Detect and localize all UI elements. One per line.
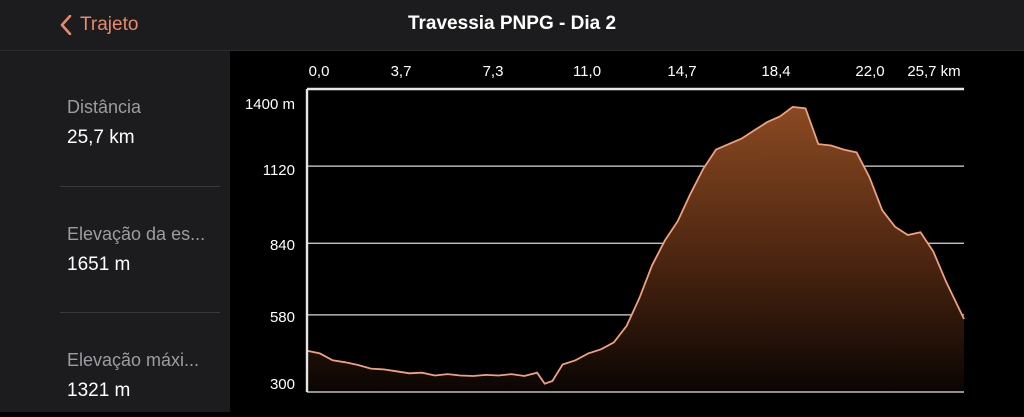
x-tick-label: 11,0 — [573, 63, 601, 80]
x-tick-label: 25,7 km — [907, 63, 960, 80]
stat-distance: Distância 25,7 km — [67, 97, 227, 149]
chevron-left-icon — [60, 15, 72, 35]
page-title: Travessia PNPG - Dia 2 — [407, 13, 617, 34]
divider — [60, 186, 220, 187]
stat-value: 25,7 km — [67, 127, 135, 148]
stat-label: Elevação da es... — [67, 224, 206, 244]
stat-elevation-start: Elevação da es... 1651 m — [67, 224, 227, 276]
top-bar: Trajeto Travessia PNPG - Dia 2 — [0, 0, 1024, 51]
elevation-chart[interactable]: 0,0 3,7 7,3 11,0 14,7 18,4 22,0 25,7 km 1400 m 1… — [230, 51, 1024, 412]
x-tick-label: 22,0 — [855, 63, 884, 80]
elevation-chart-svg: 0,0 3,7 7,3 11,0 14,7 18,4 22,0 25,7 km 1400 m 1… — [245, 63, 965, 393]
elevation-area — [307, 106, 964, 393]
y-tick-label: 840 — [270, 237, 295, 254]
back-button[interactable]: Trajeto — [60, 11, 138, 39]
x-tick-label: 7,3 — [483, 63, 504, 80]
x-tick-label: 14,7 — [667, 63, 696, 80]
x-tick-label: 0,0 — [309, 63, 330, 80]
y-tick-label: 1120 — [263, 162, 295, 179]
elevation-line — [306, 105, 965, 385]
x-tick-label: 18,4 — [761, 63, 790, 80]
stat-label: Distância — [67, 97, 142, 117]
back-label: Trajeto — [80, 14, 139, 35]
y-tick-label: 580 — [270, 309, 295, 326]
stat-value: 1321 m — [67, 380, 131, 401]
stat-label: Elevação máxi... — [67, 350, 200, 370]
stats-sidebar: Distância 25,7 km Elevação da es... 1651… — [0, 51, 230, 412]
y-tick-label: 1400 m — [245, 96, 295, 113]
stat-elevation-max: Elevação máxi... 1321 m — [67, 350, 227, 402]
divider — [60, 312, 220, 313]
x-tick-label: 3,7 — [391, 63, 412, 80]
stat-value: 1651 m — [67, 254, 131, 275]
y-tick-label: 300 — [270, 376, 295, 393]
